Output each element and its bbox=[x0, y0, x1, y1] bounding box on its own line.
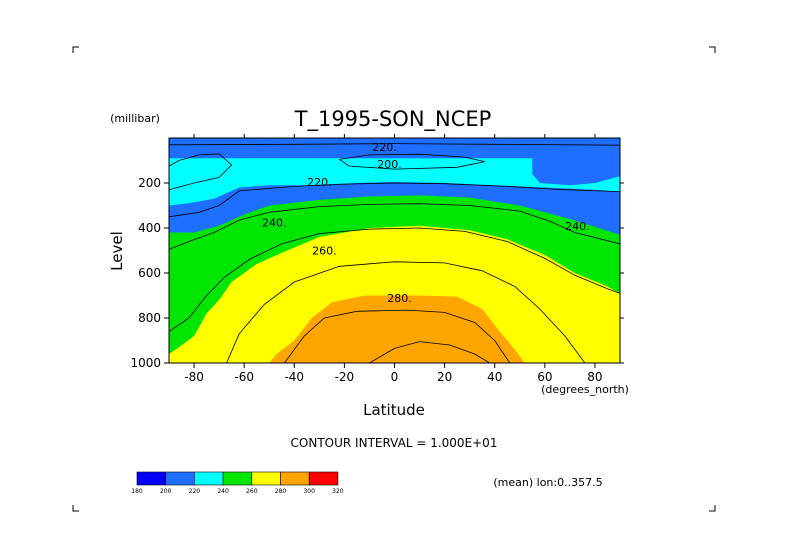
contour-label: 200. bbox=[377, 158, 402, 171]
contour-line bbox=[169, 182, 620, 218]
legend-swatch bbox=[280, 471, 310, 486]
x-tick-label: 0 bbox=[391, 370, 399, 384]
y-tick-label: 600 bbox=[138, 266, 161, 280]
legend-level-label: 180 bbox=[131, 488, 143, 495]
contour-line bbox=[169, 203, 620, 250]
x-tick-label: 40 bbox=[487, 370, 502, 384]
x-axis: -80 -60 -40 -20 0 20 40 60 80 bbox=[184, 134, 603, 384]
legend-level-label: 320 bbox=[332, 488, 344, 495]
contour-label: 220. bbox=[307, 176, 332, 189]
x-tick-label: -40 bbox=[284, 370, 304, 384]
contour-label: 260. bbox=[312, 245, 337, 258]
corner-marks bbox=[72, 46, 716, 512]
contour-label: 220. bbox=[372, 141, 397, 154]
plot-area: 220. 200. 220. 240. 240. 260. 280. bbox=[169, 138, 620, 363]
chart-title: T_1995-SON_NCEP bbox=[294, 107, 492, 132]
legend-level-label: 220 bbox=[189, 488, 201, 495]
contour-line bbox=[369, 341, 490, 363]
y-axis-units: (millibar) bbox=[110, 112, 160, 125]
y-tick-label: 200 bbox=[138, 176, 161, 190]
contour-line bbox=[283, 309, 511, 363]
legend-swatch bbox=[165, 471, 195, 486]
filled-contour-bands bbox=[169, 151, 620, 363]
contour-interval-note: CONTOUR INTERVAL = 1.000E+01 bbox=[291, 436, 498, 450]
legend-level-label: 260 bbox=[246, 488, 258, 495]
contour-band-220 bbox=[169, 158, 620, 206]
legend-level-label: 280 bbox=[275, 488, 287, 495]
legend-swatch bbox=[308, 471, 339, 486]
legend-swatch bbox=[251, 471, 281, 486]
contour-label: 280. bbox=[387, 292, 412, 305]
legend-level-label: 200 bbox=[160, 488, 172, 495]
y-axis-label: Level bbox=[108, 231, 126, 271]
contour-line bbox=[226, 261, 586, 363]
contour-line bbox=[169, 227, 620, 332]
contour-label: 240. bbox=[565, 220, 590, 233]
y-tick-label: 800 bbox=[138, 311, 161, 325]
contour-band-280 bbox=[169, 295, 525, 363]
x-tick-label: -80 bbox=[184, 370, 204, 384]
legend-swatch bbox=[136, 471, 167, 486]
contour-lines bbox=[169, 143, 620, 363]
mean-longitude-note: (mean) lon:0..357.5 bbox=[493, 476, 602, 489]
contour-line bbox=[169, 143, 620, 146]
x-tick-label: 20 bbox=[437, 370, 452, 384]
x-tick-label: 80 bbox=[587, 370, 602, 384]
contour-label: 240. bbox=[262, 216, 287, 229]
legend-level-label: 300 bbox=[303, 488, 315, 495]
y-axis: 200 400 600 800 1000 bbox=[130, 176, 624, 370]
x-tick-label: -60 bbox=[234, 370, 254, 384]
x-tick-label: 60 bbox=[537, 370, 552, 384]
x-tick-label: -20 bbox=[335, 370, 355, 384]
x-axis-units: (degrees_north) bbox=[541, 383, 629, 396]
y-tick-label: 1000 bbox=[130, 356, 161, 370]
legend-swatch bbox=[222, 471, 253, 486]
contour-line bbox=[339, 153, 485, 170]
legend-level-label: 240 bbox=[217, 488, 229, 495]
color-legend: 180 200 220 240 260 280 300 320 bbox=[131, 471, 344, 495]
contour-labels: 220. 200. 220. 240. 240. 260. 280. bbox=[262, 141, 590, 305]
y-tick-label: 400 bbox=[138, 221, 161, 235]
x-axis-label: Latitude bbox=[363, 401, 425, 419]
legend-swatch bbox=[194, 471, 224, 486]
contour-line bbox=[169, 153, 233, 191]
